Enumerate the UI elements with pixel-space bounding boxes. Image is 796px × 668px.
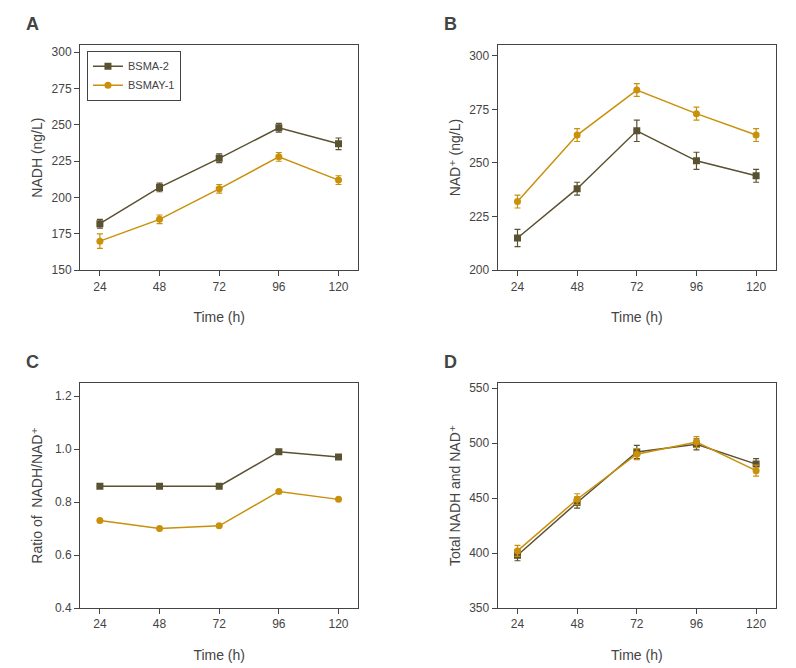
svg-text:400: 400 <box>469 546 489 560</box>
svg-text:48: 48 <box>153 280 167 294</box>
svg-text:550: 550 <box>469 381 489 395</box>
svg-text:24: 24 <box>511 617 525 631</box>
svg-text:150: 150 <box>52 263 72 277</box>
svg-text:NADH (ng/L): NADH (ng/L) <box>29 118 45 198</box>
svg-text:48: 48 <box>570 280 584 294</box>
svg-text:0.4: 0.4 <box>55 601 72 615</box>
svg-text:300: 300 <box>52 45 72 59</box>
svg-text:225: 225 <box>469 210 489 224</box>
svg-text:C: C <box>26 352 39 372</box>
svg-text:Ratio of NADH/NAD⁺: Ratio of NADH/NAD⁺ <box>29 427 45 564</box>
svg-text:200: 200 <box>469 263 489 277</box>
svg-text:1.0: 1.0 <box>55 442 72 456</box>
svg-text:175: 175 <box>52 227 72 241</box>
svg-text:A: A <box>26 14 39 34</box>
svg-text:0.8: 0.8 <box>55 495 72 509</box>
svg-text:0.6: 0.6 <box>55 548 72 562</box>
svg-text:BSMAY-1: BSMAY-1 <box>128 79 174 91</box>
svg-text:BSMA-2: BSMA-2 <box>128 60 169 72</box>
svg-text:48: 48 <box>153 617 167 631</box>
svg-text:Total NADH and NAD⁺: Total NADH and NAD⁺ <box>447 425 463 566</box>
svg-text:Time (h): Time (h) <box>611 309 663 325</box>
svg-text:225: 225 <box>52 154 72 168</box>
svg-text:96: 96 <box>272 280 286 294</box>
svg-text:300: 300 <box>469 49 489 63</box>
svg-text:24: 24 <box>93 280 107 294</box>
svg-text:NAD⁺ (ng/L): NAD⁺ (ng/L) <box>447 119 463 196</box>
svg-text:D: D <box>444 352 457 372</box>
svg-text:120: 120 <box>328 617 348 631</box>
svg-text:48: 48 <box>570 617 584 631</box>
svg-text:275: 275 <box>52 82 72 96</box>
svg-text:120: 120 <box>746 280 766 294</box>
svg-text:250: 250 <box>469 156 489 170</box>
svg-text:275: 275 <box>469 103 489 117</box>
svg-text:24: 24 <box>511 280 525 294</box>
svg-text:72: 72 <box>630 280 644 294</box>
svg-text:96: 96 <box>690 617 704 631</box>
svg-text:96: 96 <box>690 280 704 294</box>
svg-text:200: 200 <box>52 191 72 205</box>
svg-text:250: 250 <box>52 118 72 132</box>
svg-text:24: 24 <box>93 617 107 631</box>
svg-text:72: 72 <box>630 617 644 631</box>
svg-text:72: 72 <box>213 280 227 294</box>
svg-text:Time (h): Time (h) <box>193 647 245 663</box>
svg-text:1.2: 1.2 <box>55 389 72 403</box>
svg-text:500: 500 <box>469 436 489 450</box>
svg-text:Time (h): Time (h) <box>193 309 245 325</box>
svg-text:72: 72 <box>213 617 227 631</box>
svg-text:120: 120 <box>328 280 348 294</box>
svg-text:B: B <box>444 14 457 34</box>
svg-text:350: 350 <box>469 601 489 615</box>
svg-text:450: 450 <box>469 491 489 505</box>
svg-text:120: 120 <box>746 617 766 631</box>
svg-text:96: 96 <box>272 617 286 631</box>
svg-text:Time (h): Time (h) <box>611 647 663 663</box>
